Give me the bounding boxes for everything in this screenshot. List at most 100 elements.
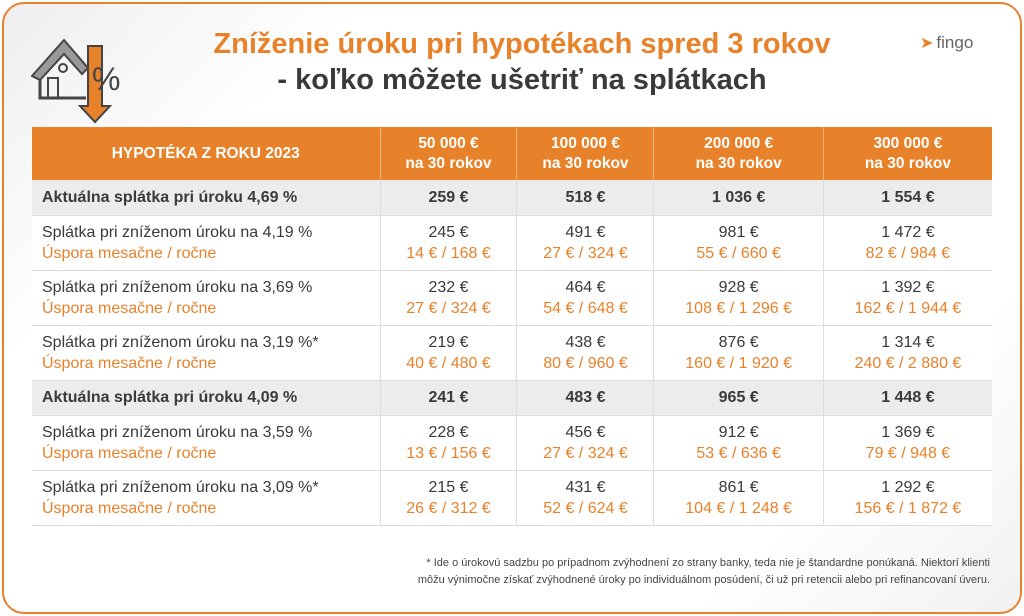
payment-value: 483 € xyxy=(565,389,606,406)
payment-value: 228 € xyxy=(428,423,469,441)
savings-value: 52 € / 624 € xyxy=(543,499,628,517)
column-header: 100 000 € na 30 rokov xyxy=(516,127,654,180)
savings-value: 156 € / 1 872 € xyxy=(854,499,962,517)
house-percent-down-arrow-icon: % xyxy=(30,38,120,124)
value-cell: 861 € 104 € / 1 248 € xyxy=(653,470,824,526)
value-cell: 259 € xyxy=(379,180,517,216)
value-cell: 1 369 € 79 € / 948 € xyxy=(822,415,992,471)
savings-value: 53 € / 636 € xyxy=(696,444,781,462)
page-title: Zníženie úroku pri hypotékach spred 3 ro… xyxy=(213,28,831,60)
current-payment-row: Aktuálna splátka pri úroku 4,09 % 241 € 48… xyxy=(32,380,992,416)
row-label-cell: Splátka pri zníženom úroku na 4,19 % Úspo… xyxy=(32,215,380,271)
payment-value: 518 € xyxy=(565,188,606,206)
row-label: Splátka pri zníženom úroku na 3,09 %* xyxy=(42,478,319,496)
column-header: 200 000 € na 30 rokov xyxy=(653,127,824,180)
value-cell: 215 € 26 € / 312 € xyxy=(379,470,517,526)
savings-value: 27 € / 324 € xyxy=(543,444,628,462)
payment-value: 1 314 € xyxy=(881,333,935,351)
value-cell: 431 € 52 € / 624 € xyxy=(516,470,654,526)
column-header: 300 000 € na 30 rokov xyxy=(822,127,992,180)
value-cell: 965 € xyxy=(653,380,824,416)
column-header-amount: 300 000 € xyxy=(873,134,943,152)
row-label-cell: Aktuálna splátka pri úroku 4,09 % xyxy=(32,380,380,416)
value-cell: 219 € 40 € / 480 € xyxy=(379,325,517,381)
payment-value: 928 € xyxy=(718,278,759,296)
footnote-line: môžu výnimočne získať zvýhodnené úroky p… xyxy=(417,574,990,586)
brand-name: fingo xyxy=(936,33,974,52)
payment-value: 456 € xyxy=(565,423,606,441)
brand-logo: ➤ fingo xyxy=(920,33,973,53)
savings-label: Úspora mesačne / ročne xyxy=(42,354,217,372)
payment-value: 1 554 € xyxy=(881,188,935,206)
current-payment-row: Aktuálna splátka pri úroku 4,69 % 259 € 51… xyxy=(32,180,992,216)
value-cell: 1 554 € xyxy=(822,180,992,216)
reduced-payment-row: Splátka pri zníženom úroku na 3,69 % Úspo… xyxy=(32,270,992,326)
row-label: Splátka pri zníženom úroku na 4,19 % xyxy=(42,223,313,241)
savings-label: Úspora mesačne / ročne xyxy=(42,444,217,462)
payment-value: 215 € xyxy=(428,478,469,496)
value-cell: 912 € 53 € / 636 € xyxy=(653,415,824,471)
savings-value: 82 € / 984 € xyxy=(865,244,951,262)
value-cell: 464 € 54 € / 648 € xyxy=(516,270,654,326)
payment-value: 431 € xyxy=(565,478,606,496)
payment-value: 438 € xyxy=(565,333,606,351)
value-cell: 1 314 € 240 € / 2 880 € xyxy=(822,325,992,381)
payment-value: 491 € xyxy=(565,223,606,241)
payment-value: 1 448 € xyxy=(881,389,935,406)
payment-value: 912 € xyxy=(718,423,759,441)
row-label-cell: Splátka pri zníženom úroku na 3,59 % Úspo… xyxy=(32,415,380,471)
column-header: 50 000 € na 30 rokov xyxy=(379,127,517,180)
value-cell: 1 472 € 82 € / 984 € xyxy=(822,215,992,271)
value-cell: 1 292 € 156 € / 1 872 € xyxy=(822,470,992,526)
savings-value: 55 € / 660 € xyxy=(696,244,781,262)
payment-value: 981 € xyxy=(718,223,759,241)
payment-value: 1 036 € xyxy=(711,188,766,206)
savings-value: 108 € / 1 296 € xyxy=(685,299,793,317)
payment-value: 259 € xyxy=(428,188,469,206)
payment-value: 219 € xyxy=(428,333,469,351)
savings-value: 162 € / 1 944 € xyxy=(854,299,962,317)
savings-value: 13 € / 156 € xyxy=(406,444,491,462)
footnote: * Ide o úrokovú sadzbu po prípadnom zvýh… xyxy=(418,555,990,589)
column-header-amount: HYPOTÉKA Z ROKU 2023 xyxy=(111,144,300,162)
savings-value: 104 € / 1 248 € xyxy=(685,499,793,517)
payment-value: 876 € xyxy=(718,333,759,351)
row-label: Splátka pri zníženom úroku na 3,19 %* xyxy=(42,333,319,351)
payment-value: 245 € xyxy=(428,223,469,241)
row-label-cell: Splátka pri zníženom úroku na 3,69 % Úspo… xyxy=(32,270,380,326)
footnote-line: * Ide o úrokovú sadzbu po prípadnom zvýh… xyxy=(426,557,990,569)
payment-value: 1 292 € xyxy=(881,478,935,496)
row-label: Splátka pri zníženom úroku na 3,59 % xyxy=(42,423,313,441)
table-header-row: HYPOTÉKA Z ROKU 2023 50 000 € na 30 rokov 1… xyxy=(32,127,992,180)
column-header-term: na 30 rokov xyxy=(405,154,492,172)
row-label-cell: Aktuálna splátka pri úroku 4,69 % xyxy=(32,180,380,216)
savings-value: 27 € / 324 € xyxy=(543,244,628,262)
reduced-payment-row: Splátka pri zníženom úroku na 3,09 %* Úsp… xyxy=(32,470,992,526)
savings-value: 26 € / 312 € xyxy=(406,499,491,517)
fingo-arrow-icon: ➤ xyxy=(920,35,934,52)
value-cell: 981 € 55 € / 660 € xyxy=(653,215,824,271)
value-cell: 518 € xyxy=(516,180,654,216)
value-cell: 245 € 14 € / 168 € xyxy=(379,215,517,271)
savings-value: 160 € / 1 920 € xyxy=(685,354,793,372)
savings-value: 14 € / 168 € xyxy=(406,244,491,262)
value-cell: 456 € 27 € / 324 € xyxy=(516,415,654,471)
row-label: Aktuálna splátka pri úroku 4,09 % xyxy=(42,389,298,406)
value-cell: 876 € 160 € / 1 920 € xyxy=(653,325,824,381)
svg-text:%: % xyxy=(92,61,120,97)
reduced-payment-row: Splátka pri zníženom úroku na 3,19 %* Úsp… xyxy=(32,325,992,381)
value-cell: 1 448 € xyxy=(822,380,992,416)
column-header-amount: 50 000 € xyxy=(418,134,479,152)
payment-value: 1 472 € xyxy=(881,223,935,241)
payment-value: 861 € xyxy=(718,478,759,496)
value-cell: 483 € xyxy=(516,380,654,416)
value-cell: 228 € 13 € / 156 € xyxy=(379,415,517,471)
payment-value: 241 € xyxy=(428,389,469,406)
value-cell: 232 € 27 € / 324 € xyxy=(379,270,517,326)
savings-value: 40 € / 480 € xyxy=(406,354,491,372)
mortgage-table: HYPOTÉKA Z ROKU 2023 50 000 € na 30 rokov 1… xyxy=(32,127,992,526)
value-cell: 438 € 80 € / 960 € xyxy=(516,325,654,381)
value-cell: 1 036 € xyxy=(653,180,824,216)
row-label-cell: Splátka pri zníženom úroku na 3,09 %* Úsp… xyxy=(32,470,380,526)
savings-value: 240 € / 2 880 € xyxy=(854,354,962,372)
